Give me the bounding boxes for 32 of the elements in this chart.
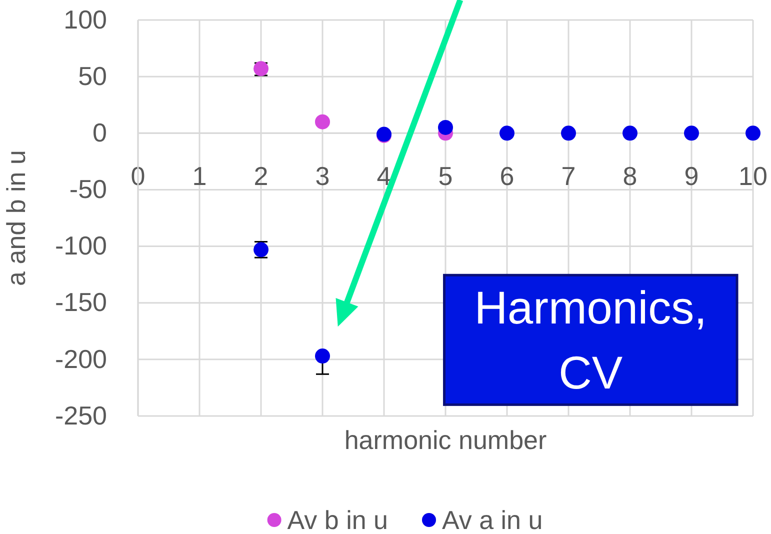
x-axis-title: harmonic number [344, 425, 547, 455]
x-tick-label: 10 [738, 161, 768, 192]
y-tick-label: -200 [54, 344, 107, 374]
x-tick-label: 8 [622, 161, 638, 192]
point [500, 126, 514, 141]
x-tick-label: 6 [500, 161, 514, 192]
x-tick-label: 9 [684, 161, 699, 192]
y-tick-label: -150 [54, 287, 107, 318]
y-tick-label: 50 [78, 60, 107, 91]
x-tick-label: 5 [438, 161, 453, 192]
point [315, 348, 330, 364]
y-tick-label: 100 [64, 4, 107, 34]
legend-label: Av a in u [442, 505, 543, 534]
point [438, 120, 453, 135]
x-tick-label: 1 [192, 161, 207, 192]
x-tick-label: 0 [130, 161, 146, 192]
y-axis-title: a and b in u [1, 150, 31, 286]
y-tick-label: -250 [54, 400, 107, 430]
point [684, 126, 699, 141]
x-tick-label: 7 [561, 161, 576, 192]
y-tick-label: -50 [69, 174, 107, 204]
point [561, 126, 576, 141]
legend-label: Av b in u [287, 505, 388, 534]
y-tick-label: -100 [54, 230, 107, 261]
x-tick-label: 3 [315, 161, 330, 192]
point [315, 114, 330, 130]
point [622, 126, 638, 141]
point [746, 126, 760, 141]
annotation: Harmonics, CV [474, 281, 707, 398]
x-tick-label: 2 [254, 161, 268, 192]
y-tick-label: 0 [92, 117, 107, 148]
x-tick-label: 4 [376, 161, 392, 192]
